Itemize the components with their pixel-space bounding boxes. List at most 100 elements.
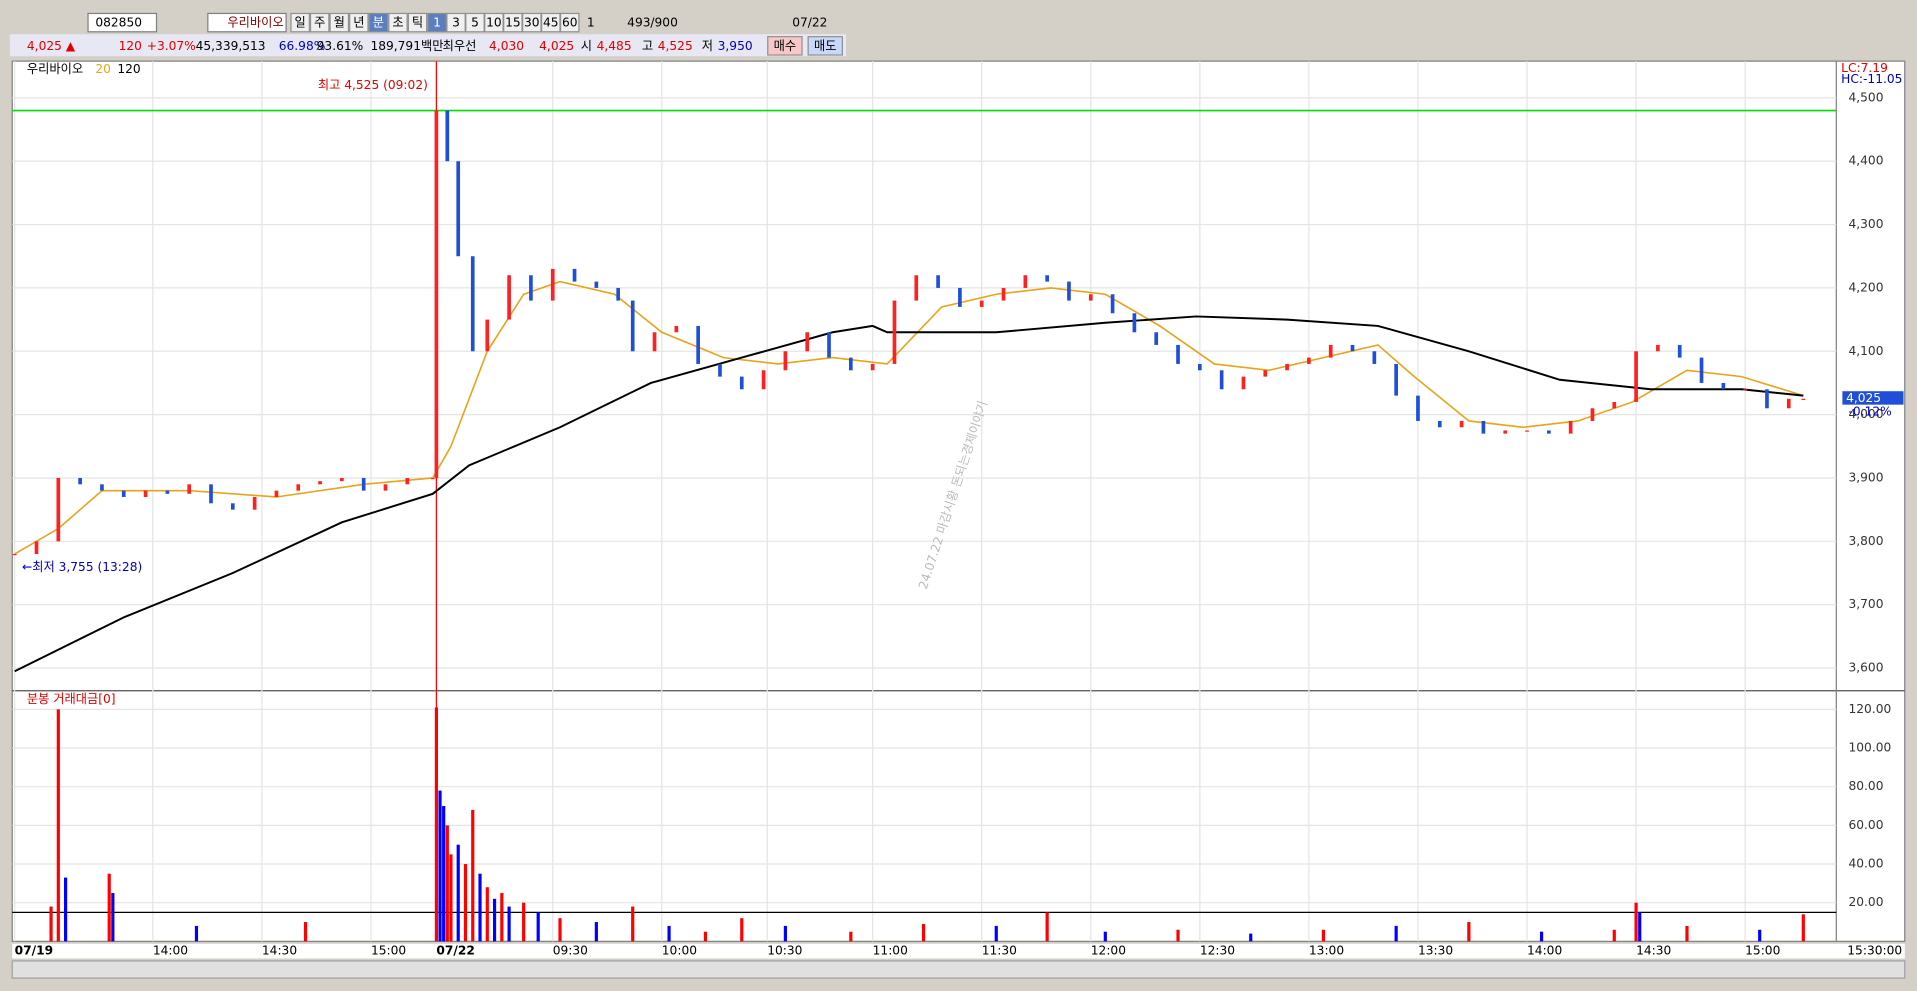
toolbar-text[interactable]: 1 <box>587 16 595 30</box>
volume-bar <box>558 918 562 942</box>
candle <box>56 477 61 542</box>
period-label[interactable]: 년 <box>353 16 364 30</box>
ma-line <box>14 280 1804 555</box>
minute-label[interactable]: 5 <box>471 16 479 30</box>
x-tick-label: 12:00 <box>1091 944 1126 958</box>
volume-bar <box>49 906 53 942</box>
y-tick-label: 100.00 <box>1849 741 1892 755</box>
period-btn[interactable] <box>329 12 350 33</box>
sell-label[interactable]: 매도 <box>814 39 836 53</box>
candle <box>1241 376 1246 390</box>
scrollbar[interactable] <box>11 960 1906 979</box>
candle <box>1801 398 1806 401</box>
last-rate: -0.12% <box>1849 404 1892 418</box>
candle <box>209 484 213 504</box>
quote-high: 4,525 <box>658 39 693 53</box>
quote-low_label: 저 <box>702 39 713 53</box>
ma-line <box>14 315 1804 673</box>
period-btn[interactable] <box>309 12 330 33</box>
minute-label[interactable]: 3 <box>452 16 460 30</box>
period-label[interactable]: 틱 <box>412 16 423 30</box>
candle <box>616 287 621 301</box>
candle <box>1525 430 1529 432</box>
volume-bar <box>434 707 438 942</box>
quote-bar <box>9 34 847 57</box>
toolbar-text[interactable]: 07/22 <box>792 16 827 30</box>
candle <box>914 275 919 301</box>
period-label[interactable]: 초 <box>392 16 403 30</box>
quote-high_label: 고 <box>642 39 653 53</box>
x-tick-label: 15:00 <box>371 944 406 958</box>
toolbar-text[interactable]: /900 <box>650 16 677 30</box>
volume-bar <box>56 709 60 942</box>
candle <box>827 332 831 358</box>
quote-open_label: 시 <box>581 39 592 53</box>
volume-bar <box>111 893 115 942</box>
candle <box>1677 344 1682 358</box>
candle <box>979 300 984 307</box>
candle <box>1416 395 1420 421</box>
minute-label[interactable]: 30 <box>524 16 540 30</box>
period-btn[interactable] <box>349 12 369 33</box>
name-box[interactable] <box>207 12 287 33</box>
candle <box>652 332 657 352</box>
x-tick-label: 07/19 <box>15 944 53 958</box>
volume-bar <box>1612 929 1616 942</box>
y-tick-label: 20.00 <box>1849 895 1884 909</box>
candle <box>230 503 235 510</box>
toolbar-text[interactable]: 우리바이오 <box>227 16 283 30</box>
x-tick-label: 13:00 <box>1309 944 1344 958</box>
candle <box>1176 344 1180 364</box>
period-btn[interactable] <box>407 12 428 33</box>
x-tick-label: 14:30 <box>1636 944 1671 958</box>
y-tick-label: 4,200 <box>1849 280 1884 294</box>
quote-rate: +3.07% <box>147 39 196 53</box>
toolbar-text[interactable]: 493 <box>627 16 650 30</box>
candle <box>1088 294 1093 301</box>
x-tick-label: 14:00 <box>153 944 188 958</box>
buy-label[interactable]: 매수 <box>774 39 796 53</box>
candle <box>1786 398 1791 409</box>
buy-btn[interactable] <box>767 36 803 56</box>
volume-bar <box>1467 922 1471 942</box>
candle <box>1001 287 1006 301</box>
minute-btn[interactable] <box>559 12 580 33</box>
toolbar-text[interactable]: 082850 <box>95 16 142 30</box>
period-btn[interactable] <box>290 12 310 33</box>
code-box[interactable] <box>87 12 158 33</box>
candle <box>529 275 533 301</box>
candle <box>434 110 439 478</box>
candle <box>1067 281 1071 301</box>
quote-ratio1: 66.98% <box>279 39 326 53</box>
quote-ratio2: 93.61% <box>317 39 364 53</box>
volume-bar <box>1045 912 1049 942</box>
legend-ma120: 120 <box>117 62 140 76</box>
sell-btn[interactable] <box>807 36 843 56</box>
lc-label: LC:7.19 <box>1841 61 1888 75</box>
candle <box>805 332 810 352</box>
y-tick-label: 3,600 <box>1849 661 1884 675</box>
period-label[interactable]: 일 <box>295 16 306 30</box>
volume-bar <box>1321 929 1326 942</box>
candle <box>892 300 897 364</box>
x-tick-label: 09:30 <box>553 944 588 958</box>
period-label[interactable]: 월 <box>334 16 345 30</box>
period-btn[interactable] <box>388 12 408 33</box>
period-label[interactable]: 주 <box>314 16 325 30</box>
candle <box>1743 389 1747 391</box>
period-btn[interactable] <box>368 12 389 33</box>
minute-label[interactable]: 45 <box>543 16 559 30</box>
minute-label[interactable]: 10 <box>486 16 502 30</box>
volume-bar <box>522 902 526 942</box>
minute-label[interactable]: 1 <box>433 16 441 30</box>
quote-price: 4,025 ▲ <box>27 39 76 53</box>
candle <box>1023 275 1028 288</box>
candle <box>470 256 475 352</box>
period-label[interactable]: 분 <box>373 16 384 30</box>
y-tick-label: 4,500 <box>1849 90 1884 104</box>
candle <box>187 484 192 494</box>
x-tick-label: 14:00 <box>1527 944 1562 958</box>
minute-label[interactable]: 15 <box>505 16 521 30</box>
minute-label[interactable]: 60 <box>562 16 578 30</box>
